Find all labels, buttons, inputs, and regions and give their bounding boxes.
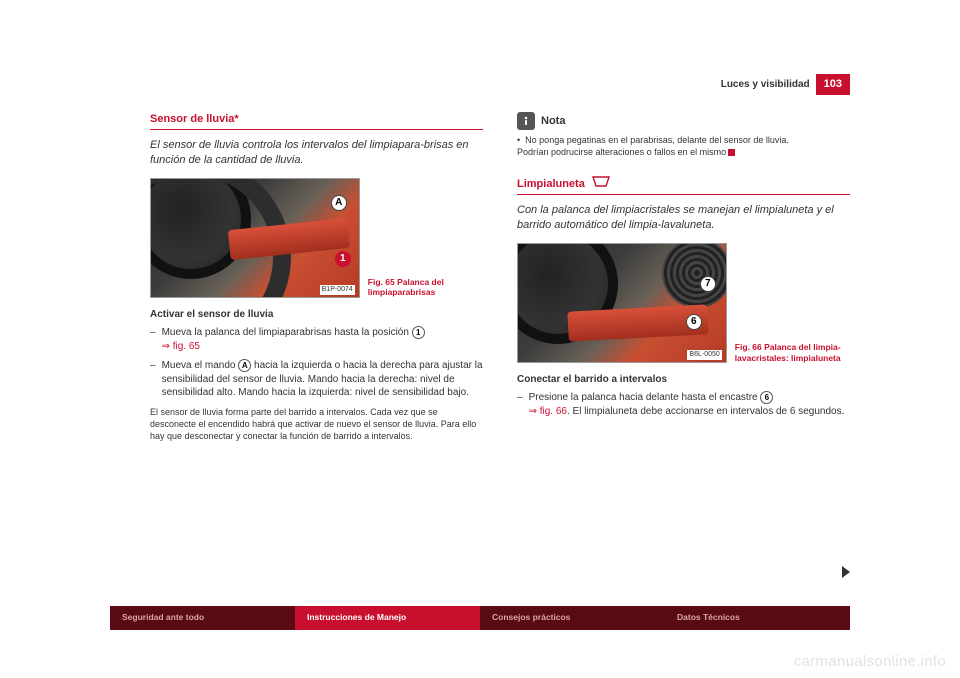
air-vent (662, 243, 727, 308)
right-heading: Limpialuneta (517, 176, 850, 195)
bullet-dash: – (517, 391, 523, 418)
page-number-badge: 103 (816, 74, 850, 95)
fig-link-65: ⇒ fig. 65 (162, 341, 200, 352)
marker-a: A (331, 195, 347, 211)
bullet-text: Mueva el mando A hacia la izquierda o ha… (162, 359, 483, 400)
watermark: carmanualsonline.info (794, 652, 946, 672)
footer-tabs: Seguridad ante todo Instrucciones de Man… (110, 606, 850, 630)
nota-body: • No ponga pegatinas en el parabrisas, d… (517, 134, 850, 158)
right-column: Nota • No ponga pegatinas en el parabris… (517, 112, 850, 588)
left-bullet-1: – Mueva la palanca del limpiaparabrisas … (150, 326, 483, 353)
header-section-title: Luces y visibilidad (721, 78, 810, 92)
bullet-dash: – (150, 359, 156, 400)
right-subheading: Conectar el barrido a intervalos (517, 373, 850, 387)
page-header: Luces y visibilidad 103 (721, 74, 850, 95)
marker-7: 7 (700, 276, 716, 292)
ref-circle-6: 6 (760, 391, 773, 404)
figure-66-caption: Fig. 66 Palanca del limpia-lavacristales… (735, 342, 848, 362)
continue-arrow-icon (842, 566, 850, 578)
footer-tab-seguridad[interactable]: Seguridad ante todo (110, 606, 295, 630)
figure-65-caption: Fig. 65 Palanca del limpiaparabrisas (368, 277, 481, 297)
bullet-dash: – (150, 326, 156, 353)
bullet-text-a: Mueva el mando (162, 360, 239, 371)
ref-circle-a: A (238, 359, 251, 372)
right-bullet-1: – Presione la palanca hacia delante hast… (517, 391, 850, 418)
footer-tab-label: Datos Técnicos (677, 612, 740, 623)
nota-line-1: No ponga pegatinas en el parabrisas, del… (525, 135, 789, 145)
rear-window-icon (592, 176, 610, 192)
footer-tab-datos[interactable]: Datos Técnicos (665, 606, 850, 630)
end-square-icon (728, 149, 735, 156)
right-lead: Con la palanca del limpiacristales se ma… (517, 203, 850, 233)
bullet-text: Mueva la palanca del limpiaparabrisas ha… (162, 326, 425, 353)
left-paragraph: El sensor de lluvia forma parte del barr… (150, 406, 483, 442)
footer-tab-instrucciones[interactable]: Instrucciones de Manejo (295, 606, 480, 630)
nota-line-2: Podrían podrucirse alteraciones o fallos… (517, 147, 726, 157)
figure-65-image: A 1 B1P-0074 (150, 178, 360, 298)
footer-tab-label: Consejos prácticos (492, 612, 570, 623)
left-heading: Sensor de lluvia* (150, 112, 483, 130)
info-icon (517, 112, 535, 130)
figure-66: 7 6 B6L-0050 Fig. 66 Palanca del limpia-… (517, 243, 850, 363)
figure-65-code: B1P-0074 (320, 285, 355, 294)
left-column: Sensor de lluvia* El sensor de lluvia co… (150, 112, 483, 588)
figure-65: A 1 B1P-0074 Fig. 65 Palanca del limpiap… (150, 178, 483, 298)
nota-title: Nota (541, 112, 565, 129)
bullet-text: Presione la palanca hacia delante hasta … (529, 391, 845, 418)
footer-tab-label: Instrucciones de Manejo (307, 612, 406, 623)
fig-link-66: ⇒ fig. 66 (529, 406, 567, 417)
left-lead: El sensor de lluvia controla los interva… (150, 138, 483, 168)
nota-header: Nota (517, 112, 850, 130)
bullet-text-a: Mueva la palanca del limpiaparabrisas ha… (162, 327, 412, 338)
figure-66-image: 7 6 B6L-0050 (517, 243, 727, 363)
bullet-text-c: . El limpialuneta debe accionarse en int… (567, 406, 844, 417)
marker-6: 6 (686, 314, 702, 330)
right-heading-text: Limpialuneta (517, 178, 588, 190)
footer-tab-consejos[interactable]: Consejos prácticos (480, 606, 665, 630)
footer-tab-label: Seguridad ante todo (122, 612, 204, 623)
nota-bullet-dot: • (517, 135, 520, 145)
left-bullet-2: – Mueva el mando A hacia la izquierda o … (150, 359, 483, 400)
bullet-text-a: Presione la palanca hacia delante hasta … (529, 392, 761, 403)
marker-1: 1 (335, 251, 351, 267)
left-subheading: Activar el sensor de lluvia (150, 308, 483, 322)
figure-66-code: B6L-0050 (687, 350, 721, 359)
content-columns: Sensor de lluvia* El sensor de lluvia co… (150, 112, 850, 588)
ref-circle-1: 1 (412, 326, 425, 339)
